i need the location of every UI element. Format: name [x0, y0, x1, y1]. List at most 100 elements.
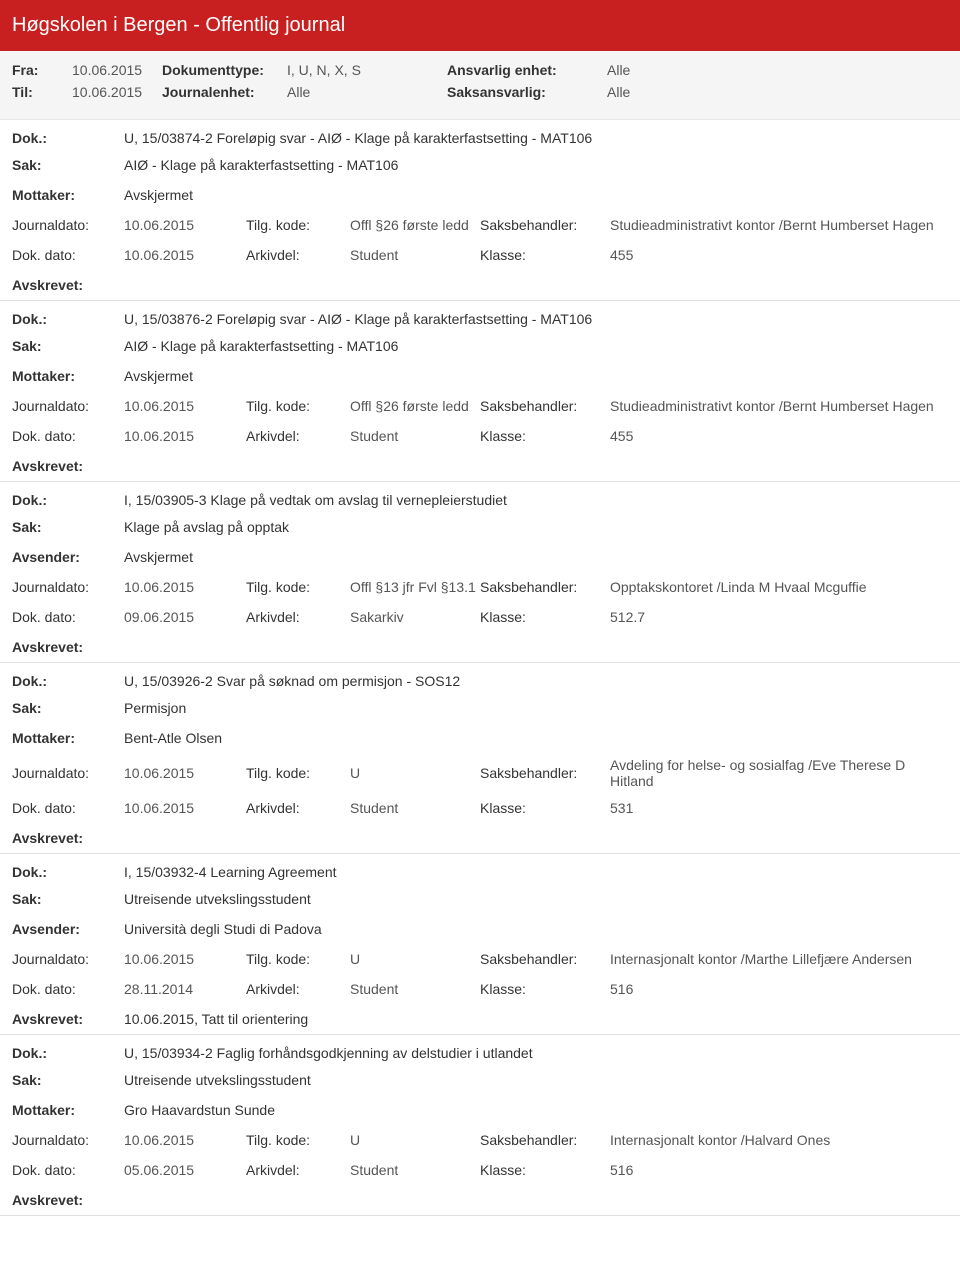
avskrevet-label: Avskrevet:: [12, 458, 124, 474]
klasse-label: Klasse:: [480, 247, 610, 263]
klasse-value: 455: [610, 247, 948, 263]
filter-row-1: Fra: 10.06.2015 Dokumenttype: I, U, N, X…: [12, 59, 948, 81]
journal-entry: Dok.:U, 15/03874-2 Foreløpig svar - AIØ …: [0, 120, 960, 301]
journaldato-label: Journaldato:: [12, 398, 124, 414]
party-value: Avskjermet: [124, 549, 948, 565]
saksbehandler-label: Saksbehandler:: [480, 217, 610, 233]
sak-label: Sak:: [12, 157, 124, 173]
arkivdel-value: Student: [350, 1162, 480, 1178]
journaldato-label: Journaldato:: [12, 217, 124, 233]
ansvarlig-label: Ansvarlig enhet:: [447, 62, 607, 78]
sak-value: Utreisende utvekslingsstudent: [124, 891, 948, 907]
klasse-label: Klasse:: [480, 1162, 610, 1178]
journal-entry: Dok.:I, 15/03905-3 Klage på vedtak om av…: [0, 482, 960, 663]
sak-label: Sak:: [12, 338, 124, 354]
saksansvarlig-label: Saksansvarlig:: [447, 84, 607, 100]
dokdato-value: 10.06.2015: [124, 428, 246, 444]
dok-label: Dok.:: [12, 1045, 124, 1061]
arkivdel-label: Arkivdel:: [246, 428, 350, 444]
journaldato-value: 10.06.2015: [124, 579, 246, 595]
journaldato-label: Journaldato:: [12, 951, 124, 967]
avskrevet-label: Avskrevet:: [12, 277, 124, 293]
ansvarlig-value: Alle: [607, 62, 630, 78]
journaldato-value: 10.06.2015: [124, 217, 246, 233]
journal-entry: Dok.:U, 15/03934-2 Faglig forhåndsgodkje…: [0, 1035, 960, 1216]
journal-entry: Dok.:U, 15/03926-2 Svar på søknad om per…: [0, 663, 960, 854]
dok-label: Dok.:: [12, 492, 124, 508]
tilgkode-label: Tilg. kode:: [246, 765, 350, 781]
party-label: Avsender:: [12, 549, 124, 565]
tilgkode-label: Tilg. kode:: [246, 1132, 350, 1148]
party-value: Bent-Atle Olsen: [124, 730, 948, 746]
arkivdel-value: Sakarkiv: [350, 609, 480, 625]
dok-value: I, 15/03932-4 Learning Agreement: [124, 864, 948, 880]
party-label: Mottaker:: [12, 730, 124, 746]
saksbehandler-value: Avdeling for helse- og sosialfag /Eve Th…: [610, 757, 948, 789]
dokdato-value: 10.06.2015: [124, 247, 246, 263]
klasse-label: Klasse:: [480, 981, 610, 997]
sak-label: Sak:: [12, 1072, 124, 1088]
saksbehandler-value: Studieadministrativt kontor /Bernt Humbe…: [610, 398, 948, 414]
journalenhet-value: Alle: [287, 84, 447, 100]
avskrevet-label: Avskrevet:: [12, 830, 124, 846]
tilgkode-label: Tilg. kode:: [246, 217, 350, 233]
filter-bar: Fra: 10.06.2015 Dokumenttype: I, U, N, X…: [0, 51, 960, 120]
journaldato-label: Journaldato:: [12, 1132, 124, 1148]
saksbehandler-value: Studieadministrativt kontor /Bernt Humbe…: [610, 217, 948, 233]
journaldato-value: 10.06.2015: [124, 765, 246, 781]
dokdato-label: Dok. dato:: [12, 981, 124, 997]
avskrevet-value: 10.06.2015, Tatt til orientering: [124, 1011, 948, 1027]
entries-list: Dok.:U, 15/03874-2 Foreløpig svar - AIØ …: [0, 120, 960, 1216]
journaldato-value: 10.06.2015: [124, 951, 246, 967]
dok-label: Dok.:: [12, 130, 124, 146]
avskrevet-label: Avskrevet:: [12, 639, 124, 655]
saksbehandler-label: Saksbehandler:: [480, 765, 610, 781]
klasse-value: 512.7: [610, 609, 948, 625]
dok-value: U, 15/03874-2 Foreløpig svar - AIØ - Kla…: [124, 130, 948, 146]
tilgkode-value: U: [350, 765, 480, 781]
dokdato-label: Dok. dato:: [12, 609, 124, 625]
party-label: Mottaker:: [12, 368, 124, 384]
journaldato-label: Journaldato:: [12, 579, 124, 595]
saksbehandler-value: Internasjonalt kontor /Halvard Ones: [610, 1132, 948, 1148]
dok-label: Dok.:: [12, 673, 124, 689]
dok-label: Dok.:: [12, 864, 124, 880]
tilgkode-value: U: [350, 1132, 480, 1148]
dokdato-label: Dok. dato:: [12, 1162, 124, 1178]
dok-value: U, 15/03926-2 Svar på søknad om permisjo…: [124, 673, 948, 689]
doktype-label: Dokumenttype:: [162, 62, 287, 78]
doktype-value: I, U, N, X, S: [287, 62, 447, 78]
sak-value: AIØ - Klage på karakterfastsetting - MAT…: [124, 157, 948, 173]
sak-label: Sak:: [12, 891, 124, 907]
page-title: Høgskolen i Bergen - Offentlig journal: [12, 14, 345, 36]
tilgkode-label: Tilg. kode:: [246, 579, 350, 595]
journaldato-value: 10.06.2015: [124, 1132, 246, 1148]
dok-value: I, 15/03905-3 Klage på vedtak om avslag …: [124, 492, 948, 508]
tilgkode-value: Offl §26 første ledd: [350, 398, 480, 414]
party-label: Mottaker:: [12, 187, 124, 203]
journaldato-label: Journaldato:: [12, 765, 124, 781]
saksbehandler-label: Saksbehandler:: [480, 951, 610, 967]
saksbehandler-value: Internasjonalt kontor /Marthe Lillefjære…: [610, 951, 948, 967]
til-label: Til:: [12, 84, 72, 100]
arkivdel-label: Arkivdel:: [246, 800, 350, 816]
fra-value: 10.06.2015: [72, 62, 162, 78]
saksbehandler-value: Opptakskontoret /Linda M Hvaal Mcguffie: [610, 579, 948, 595]
tilgkode-value: U: [350, 951, 480, 967]
til-value: 10.06.2015: [72, 84, 162, 100]
sak-value: Klage på avslag på opptak: [124, 519, 948, 535]
klasse-value: 455: [610, 428, 948, 444]
klasse-value: 516: [610, 1162, 948, 1178]
klasse-value: 516: [610, 981, 948, 997]
arkivdel-value: Student: [350, 981, 480, 997]
arkivdel-value: Student: [350, 428, 480, 444]
sak-label: Sak:: [12, 700, 124, 716]
arkivdel-label: Arkivdel:: [246, 981, 350, 997]
journal-entry: Dok.:I, 15/03932-4 Learning AgreementSak…: [0, 854, 960, 1035]
dok-value: U, 15/03876-2 Foreløpig svar - AIØ - Kla…: [124, 311, 948, 327]
dokdato-value: 05.06.2015: [124, 1162, 246, 1178]
party-label: Avsender:: [12, 921, 124, 937]
journalenhet-label: Journalenhet:: [162, 84, 287, 100]
party-value: Gro Haavardstun Sunde: [124, 1102, 948, 1118]
avskrevet-label: Avskrevet:: [12, 1011, 124, 1027]
